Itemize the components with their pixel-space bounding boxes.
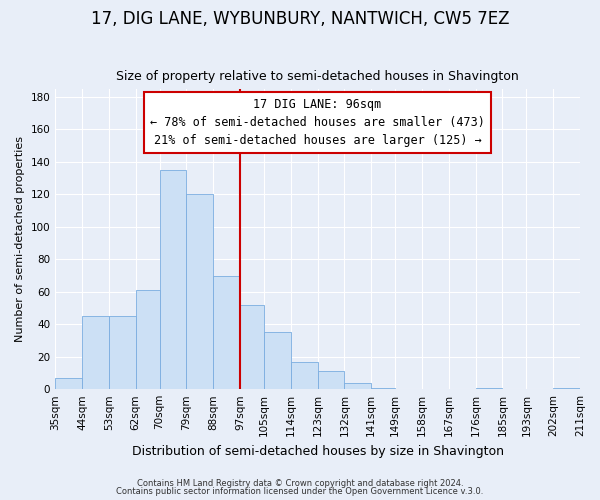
Text: Contains HM Land Registry data © Crown copyright and database right 2024.: Contains HM Land Registry data © Crown c… [137,478,463,488]
Text: 17, DIG LANE, WYBUNBURY, NANTWICH, CW5 7EZ: 17, DIG LANE, WYBUNBURY, NANTWICH, CW5 7… [91,10,509,28]
Bar [160,170,187,389]
Bar [264,332,291,389]
Y-axis label: Number of semi-detached properties: Number of semi-detached properties [15,136,25,342]
Bar [344,382,371,389]
Bar [187,194,213,389]
Text: Contains public sector information licensed under the Open Government Licence v.: Contains public sector information licen… [116,487,484,496]
Bar [291,362,317,389]
X-axis label: Distribution of semi-detached houses by size in Shavington: Distribution of semi-detached houses by … [131,444,503,458]
Title: Size of property relative to semi-detached houses in Shavington: Size of property relative to semi-detach… [116,70,519,84]
Bar [109,316,136,389]
Bar [317,372,344,389]
Bar [136,290,160,389]
Bar [55,378,82,389]
Bar [82,316,109,389]
Bar [213,276,240,389]
Text: 17 DIG LANE: 96sqm
← 78% of semi-detached houses are smaller (473)
21% of semi-d: 17 DIG LANE: 96sqm ← 78% of semi-detache… [150,98,485,147]
Bar [371,388,395,389]
Bar [240,305,264,389]
Bar [476,388,502,389]
Bar [553,388,580,389]
